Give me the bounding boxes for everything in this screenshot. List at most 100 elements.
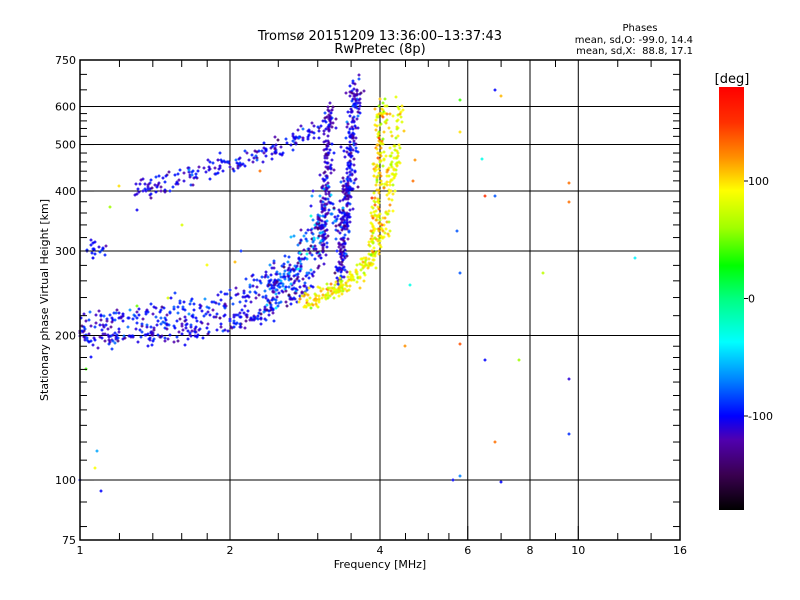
o-mode-echo-point <box>333 215 337 219</box>
o-mode-echo-point <box>248 285 252 289</box>
o-mode-echo-point <box>310 272 314 276</box>
o-mode-echo-point <box>251 284 255 288</box>
o-mode-echo-point <box>324 152 328 156</box>
x-mode-echo-point <box>373 203 377 207</box>
o-mode-echo-point <box>104 244 108 248</box>
o-mode-echo-point <box>323 197 327 201</box>
o-mode-echo-point <box>100 248 104 252</box>
o-mode-echo-point <box>311 218 315 222</box>
o-mode-echo-point <box>325 161 329 165</box>
o-mode-echo-point <box>323 220 327 224</box>
outlier-echo-point <box>93 466 97 470</box>
o-mode-echo-point <box>234 322 238 326</box>
x-mode-echo-point <box>385 193 389 197</box>
x-mode-echo-point <box>374 218 378 222</box>
o-mode-echo-point <box>321 214 325 218</box>
o-mode-echo-point <box>268 287 272 291</box>
outlier-echo-point <box>567 377 571 381</box>
o-mode-echo-point <box>169 296 173 300</box>
o-mode-echo-point <box>299 124 303 128</box>
o-mode-echo-point <box>331 105 335 109</box>
colorbar <box>719 87 744 510</box>
o-mode-echo-point <box>266 275 270 279</box>
o-mode-echo-point <box>345 216 349 220</box>
o-mode-echo-point <box>262 146 266 150</box>
x-mode-echo-point <box>396 105 400 109</box>
o-mode-echo-point <box>234 293 238 297</box>
o-mode-echo-point <box>308 130 312 134</box>
x-mode-echo-point <box>378 171 382 175</box>
o-mode-echo-point <box>329 163 333 167</box>
x-mode-echo-point <box>324 297 328 301</box>
o-mode-echo-point <box>110 320 114 324</box>
x-mode-echo-point <box>392 168 396 172</box>
o-mode-echo-point <box>341 266 345 270</box>
x-mode-echo-point <box>321 293 325 297</box>
x-mode-echo-point <box>387 209 391 213</box>
o-mode-echo-point <box>87 318 91 322</box>
o-mode-echo-point <box>252 156 256 160</box>
o-mode-echo-point <box>348 114 352 118</box>
o-mode-echo-point <box>144 333 148 337</box>
o-mode-echo-point <box>109 334 113 338</box>
o-mode-echo-point <box>259 316 263 320</box>
o-mode-echo-point <box>289 297 293 301</box>
x-mode-echo-point <box>308 296 312 300</box>
o-mode-echo-point <box>306 228 310 232</box>
o-mode-echo-point <box>135 310 139 314</box>
x-mode-echo-point <box>395 127 399 131</box>
x-mode-echo-point <box>389 189 393 193</box>
o-mode-echo-point <box>126 325 130 329</box>
o-mode-echo-point <box>353 82 357 86</box>
o-mode-echo-point <box>202 166 206 170</box>
x-mode-echo-point <box>359 257 363 261</box>
x-mode-echo-point <box>390 198 394 202</box>
o-mode-echo-point <box>141 189 145 193</box>
o-mode-echo-point <box>175 319 179 323</box>
o-mode-echo-point <box>206 332 210 336</box>
x-tick-label: 1 <box>77 544 84 557</box>
x-mode-echo-point <box>338 284 342 288</box>
o-mode-echo-point <box>143 182 147 186</box>
x-mode-echo-point <box>372 162 376 166</box>
o-mode-echo-point <box>351 104 355 108</box>
o-mode-echo-point <box>342 251 346 255</box>
o-mode-echo-point <box>352 115 356 119</box>
o-mode-echo-point <box>321 184 325 188</box>
o-mode-echo-point <box>332 206 336 210</box>
x-mode-echo-point <box>401 108 405 112</box>
o-mode-echo-point <box>299 238 303 242</box>
o-mode-echo-point <box>329 111 333 115</box>
x-mode-echo-point <box>393 189 397 193</box>
o-mode-echo-point <box>339 255 343 259</box>
o-mode-echo-point <box>341 242 345 246</box>
o-mode-echo-point <box>339 243 343 247</box>
outlier-echo-point <box>239 249 243 253</box>
o-mode-echo-point <box>279 145 283 149</box>
o-mode-echo-point <box>128 308 132 312</box>
outlier-echo-point <box>258 169 262 173</box>
o-mode-echo-point <box>155 185 159 189</box>
o-mode-echo-point <box>282 265 286 269</box>
x-mode-echo-point <box>367 257 371 261</box>
o-mode-echo-point <box>274 272 278 276</box>
o-mode-echo-point <box>349 195 353 199</box>
o-mode-echo-point <box>336 229 340 233</box>
o-mode-echo-point <box>296 261 300 265</box>
y-tick-label: 750 <box>55 54 76 67</box>
o-mode-echo-point <box>323 208 327 212</box>
o-mode-echo-point <box>107 342 111 346</box>
o-mode-echo-point <box>264 148 268 152</box>
o-mode-echo-point <box>353 169 357 173</box>
x-mode-echo-point <box>376 239 380 243</box>
o-mode-echo-point <box>251 273 255 277</box>
x-mode-echo-point <box>379 245 383 249</box>
x-mode-echo-point <box>305 298 309 302</box>
o-mode-echo-point <box>103 253 107 257</box>
o-mode-echo-point <box>270 157 274 161</box>
o-mode-echo-point <box>92 247 96 251</box>
x-mode-echo-point <box>347 288 351 292</box>
o-mode-echo-point <box>311 189 315 193</box>
o-mode-echo-point <box>292 281 296 285</box>
o-mode-echo-point <box>350 187 354 191</box>
